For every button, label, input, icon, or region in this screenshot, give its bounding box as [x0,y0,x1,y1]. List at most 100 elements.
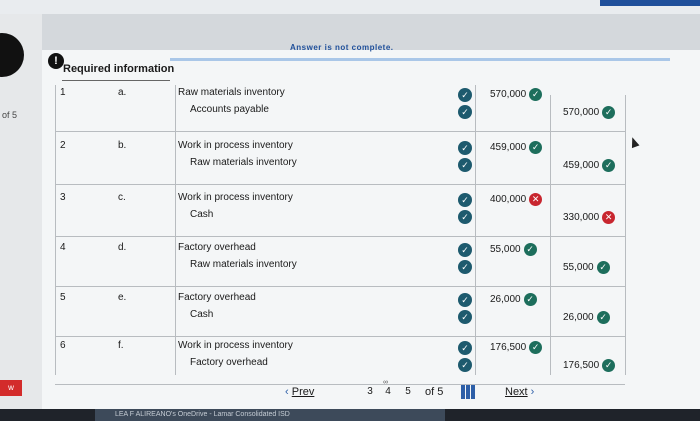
grid-vline [475,85,476,375]
row-check-icon: ✓ [458,193,472,207]
row-check-icon: ✓ [458,341,472,355]
row-number: 3 [60,192,66,203]
debit-account-field[interactable]: Factory overhead [178,242,256,253]
credit-amount-field[interactable]: 330,000 ✕ [563,211,616,224]
grid-vline [175,85,176,375]
page-total: of 5 [425,386,444,398]
chevron-right-icon: › [527,386,535,398]
debit-amount-value: 459,000 [490,142,527,153]
grid-vline [625,95,626,375]
debit-amount-value: 26,000 [490,294,521,305]
row-check-icon: ✓ [458,310,472,324]
link-icon: ∞ [383,379,388,386]
credit-amount-value: 26,000 [563,312,594,323]
credit-account-field[interactable]: Cash [190,309,214,320]
credit-amount-field[interactable]: 176,500 ✓ [563,359,616,372]
row-letter: c. [118,192,126,203]
page-3-link[interactable]: 3 [367,386,373,397]
left-bezel [0,14,42,409]
status-banner: Answer is not complete. [290,43,394,52]
required-info-icon: ! [48,53,64,69]
row-divider [55,384,625,385]
row-letter: f. [118,340,124,351]
debit-account-field[interactable]: Raw materials inventory [178,87,285,98]
grid-vline [550,95,551,375]
debit-amount-field[interactable]: 26,000 ✓ [490,293,537,306]
taskbar-title: LEA F ALIREANO's OneDrive - Lamar Consol… [95,409,445,421]
row-number: 5 [60,292,66,303]
page-5-link[interactable]: 5 [405,386,411,397]
credit-account-field[interactable]: Cash [190,209,214,220]
row-check-icon: ✓ [458,358,472,372]
check-icon: ✓ [602,359,616,372]
credit-amount-value: 55,000 [563,262,594,273]
row-number: 2 [60,140,66,151]
required-info-underline [62,80,170,81]
debit-amount-field[interactable]: 570,000 ✓ [490,88,543,101]
credit-account-field[interactable]: Accounts payable [190,104,269,115]
credit-amount-value: 330,000 [563,212,600,223]
credit-amount-field[interactable]: 55,000 ✓ [563,261,610,274]
debit-amount-value: 55,000 [490,244,521,255]
row-check-icon: ✓ [458,260,472,274]
debit-account-field[interactable]: Work in process inventory [178,340,293,351]
credit-account-field[interactable]: Raw materials inventory [190,259,297,270]
required-info-title[interactable]: Required information [63,63,175,75]
grid-icon[interactable] [461,385,475,399]
debit-amount-field[interactable]: 400,000 ✕ [490,193,543,206]
check-icon: ✓ [596,311,610,324]
debit-amount-value: 400,000 [490,194,527,205]
debit-amount-field[interactable]: 55,000 ✓ [490,243,537,256]
credit-amount-value: 570,000 [563,107,600,118]
check-icon: ✓ [529,341,543,354]
row-letter: d. [118,242,127,253]
credit-amount-value: 176,500 [563,360,600,371]
debit-amount-field[interactable]: 459,000 ✓ [490,141,543,154]
row-divider [55,286,625,287]
side-page-count: of 5 [2,110,18,120]
row-divider [55,184,625,185]
debit-amount-field[interactable]: 176,500 ✓ [490,341,543,354]
row-number: 1 [60,87,66,98]
debit-account-field[interactable]: Work in process inventory [178,192,293,203]
credit-amount-field[interactable]: 459,000 ✓ [563,159,616,172]
row-letter: b. [118,140,127,151]
credit-amount-field[interactable]: 26,000 ✓ [563,311,610,324]
browser-top-strip [0,0,700,14]
credit-amount-value: 459,000 [563,160,600,171]
debit-account-field[interactable]: Work in process inventory [178,140,293,151]
row-check-icon: ✓ [458,105,472,119]
credit-amount-field[interactable]: 570,000 ✓ [563,106,616,119]
next-button[interactable]: Next › [505,386,535,398]
check-icon: ✓ [529,141,543,154]
page-4-link[interactable]: ∞ 4 [380,379,396,400]
top-accent-bar [600,0,700,6]
row-check-icon: ✓ [458,88,472,102]
check-icon: ✓ [529,88,543,101]
banner-rule [170,58,670,61]
credit-account-field[interactable]: Factory overhead [190,357,268,368]
debit-account-field[interactable]: Factory overhead [178,292,256,303]
check-icon: ✓ [596,261,610,274]
check-icon: ✓ [523,293,537,306]
row-number: 6 [60,340,66,351]
row-letter: a. [118,87,127,98]
row-check-icon: ✓ [458,243,472,257]
row-check-icon: ✓ [458,293,472,307]
row-check-icon: ✓ [458,158,472,172]
check-icon: ✓ [602,106,616,119]
side-badge[interactable]: w [0,380,22,396]
x-icon: ✕ [602,211,616,224]
grid-vline [55,85,56,375]
row-letter: e. [118,292,127,303]
debit-amount-value: 570,000 [490,89,527,100]
credit-account-field[interactable]: Raw materials inventory [190,157,297,168]
row-check-icon: ✓ [458,141,472,155]
question-panel [42,50,700,409]
row-divider [55,236,625,237]
prev-button[interactable]: ‹ Prev [285,386,315,398]
row-divider [55,336,625,337]
row-number: 4 [60,242,66,253]
chevron-left-icon: ‹ [285,386,292,398]
row-check-icon: ✓ [458,210,472,224]
